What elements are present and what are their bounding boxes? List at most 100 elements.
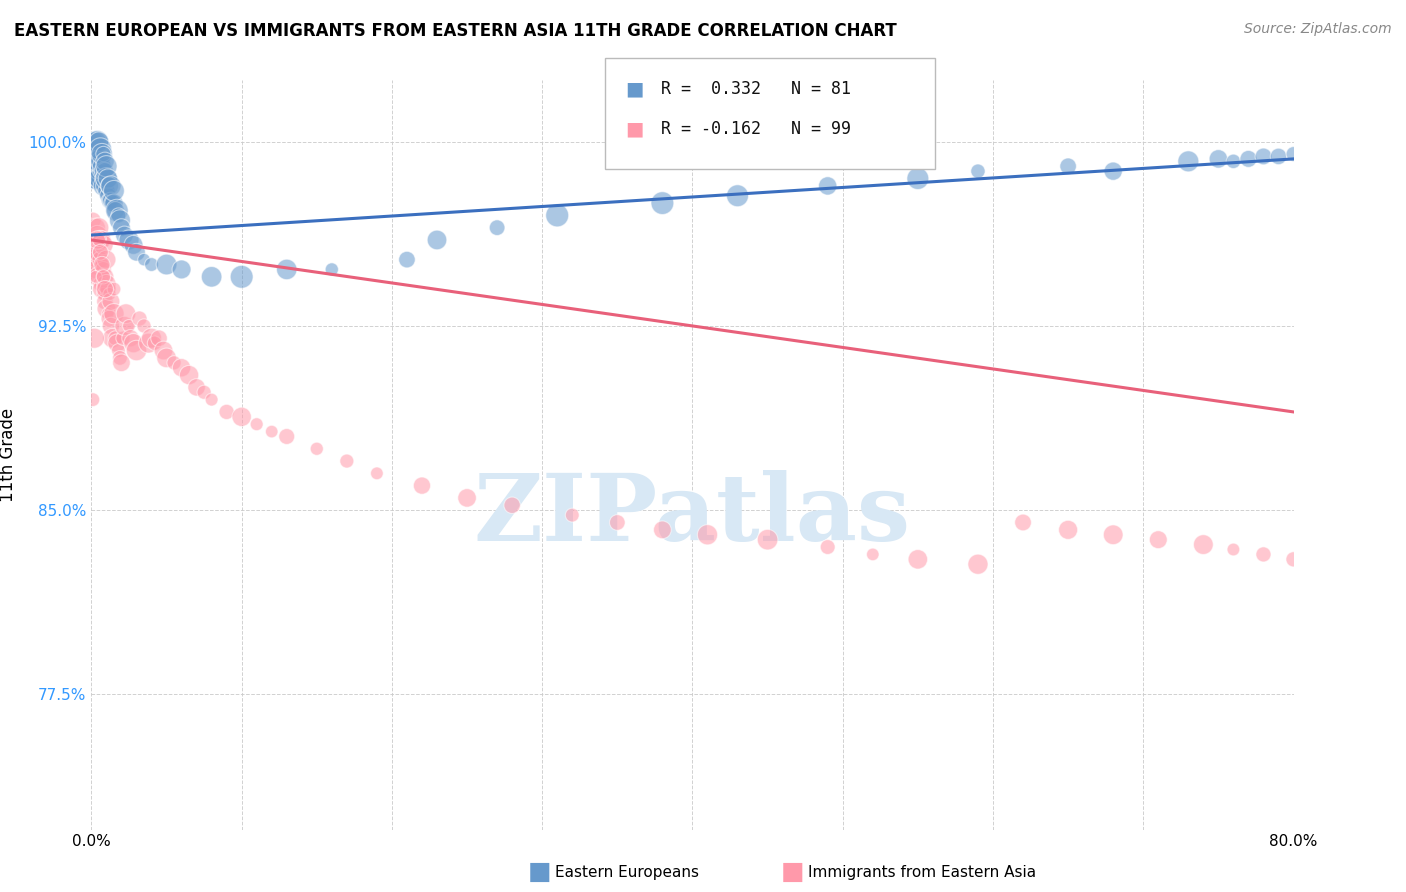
Point [756, 533, 779, 547]
Point [170, 262, 193, 277]
Point [105, 336, 128, 351]
Point [103, 184, 125, 198]
Point [651, 196, 673, 211]
Point [93, 178, 115, 193]
Point [87, 164, 110, 178]
Point [90, 159, 112, 173]
Point [101, 196, 124, 211]
Point [426, 233, 449, 247]
Point [107, 343, 129, 358]
Point [82, 392, 104, 407]
Point [96, 171, 118, 186]
Point [96, 184, 118, 198]
Point [90, 147, 112, 161]
Point [395, 252, 418, 267]
Point [1102, 528, 1125, 542]
Point [201, 392, 224, 407]
Point [87, 269, 110, 284]
Point [336, 454, 359, 468]
Point [143, 336, 166, 351]
Point [86, 228, 108, 243]
Point [96, 252, 118, 267]
Point [1282, 552, 1305, 566]
Point [1147, 533, 1170, 547]
Point [83, 147, 105, 161]
Point [138, 336, 160, 351]
Point [87, 147, 110, 161]
Point [1237, 152, 1260, 166]
Point [83, 171, 105, 186]
Point [108, 351, 131, 365]
Point [96, 159, 118, 173]
Point [93, 269, 115, 284]
Point [87, 154, 110, 169]
Point [90, 171, 112, 186]
Point [93, 262, 115, 277]
Point [97, 282, 120, 296]
Point [1192, 538, 1215, 552]
Text: R =  0.332   N = 81: R = 0.332 N = 81 [661, 80, 851, 98]
Point [122, 336, 145, 351]
Point [103, 196, 125, 211]
Point [501, 498, 523, 512]
Point [110, 356, 132, 370]
Point [82, 147, 104, 161]
Point [100, 178, 122, 193]
Point [82, 213, 104, 227]
Point [155, 258, 177, 272]
Point [93, 238, 115, 252]
Point [83, 331, 105, 345]
Text: EASTERN EUROPEAN VS IMMIGRANTS FROM EASTERN ASIA 11TH GRADE CORRELATION CHART: EASTERN EUROPEAN VS IMMIGRANTS FROM EAST… [14, 22, 897, 40]
Point [98, 178, 121, 193]
Point [118, 318, 141, 333]
Point [86, 262, 108, 277]
Point [231, 269, 253, 284]
Point [276, 429, 298, 443]
Point [96, 301, 118, 316]
Point [89, 154, 111, 169]
Point [90, 233, 112, 247]
Point [103, 282, 125, 296]
Point [114, 228, 136, 243]
Point [100, 318, 122, 333]
Point [86, 147, 108, 161]
Point [411, 478, 433, 492]
Point [82, 245, 104, 260]
Point [1222, 154, 1244, 169]
Point [967, 558, 990, 572]
Point [89, 142, 111, 156]
Point [94, 282, 117, 296]
Point [98, 287, 121, 301]
Point [101, 331, 124, 345]
Point [1012, 516, 1035, 530]
Point [1057, 159, 1080, 173]
Point [105, 203, 128, 218]
Point [90, 282, 112, 296]
Point [86, 159, 108, 173]
Point [125, 343, 148, 358]
Point [82, 159, 104, 173]
Text: ■: ■ [626, 120, 644, 139]
Text: Immigrants from Eastern Asia: Immigrants from Eastern Asia [808, 865, 1036, 880]
Point [86, 245, 108, 260]
Point [862, 548, 884, 562]
Text: Source: ZipAtlas.com: Source: ZipAtlas.com [1244, 22, 1392, 37]
Point [86, 233, 108, 247]
Point [93, 147, 115, 161]
Point [163, 356, 186, 370]
Point [100, 194, 122, 208]
Point [727, 188, 749, 202]
Point [170, 360, 193, 375]
Point [260, 425, 283, 439]
Point [104, 203, 127, 218]
Y-axis label: 11th Grade: 11th Grade [0, 408, 17, 502]
Point [215, 405, 238, 419]
Point [87, 245, 110, 260]
Point [87, 135, 110, 149]
Point [606, 516, 628, 530]
Point [546, 208, 568, 222]
Point [84, 135, 107, 149]
Text: Eastern Europeans: Eastern Europeans [555, 865, 699, 880]
Point [87, 171, 110, 186]
Point [89, 171, 111, 186]
